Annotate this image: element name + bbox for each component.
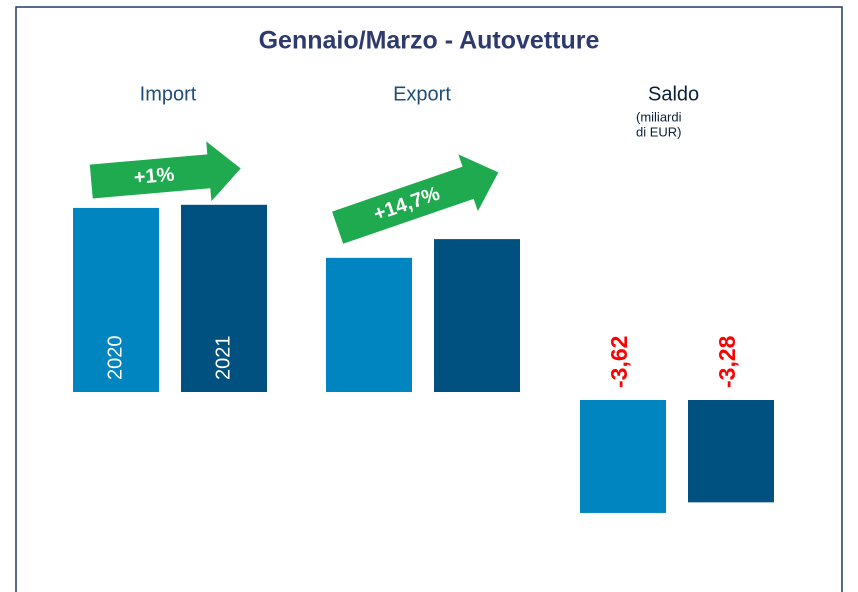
series-label: 2021 <box>212 336 234 381</box>
annotation-text: +1% <box>133 164 176 189</box>
value-label: -3,28 <box>714 335 740 388</box>
value-label: -3,62 <box>606 336 632 388</box>
arrow-shape <box>89 141 241 202</box>
unit-note: di EUR) <box>636 124 682 139</box>
bar <box>688 400 774 503</box>
category-label: Import <box>140 83 197 105</box>
annotation-arrow: +1% <box>89 141 241 202</box>
arrow-shape <box>332 154 499 244</box>
category-label: Saldo <box>648 83 699 105</box>
bar <box>326 257 412 392</box>
bar <box>73 207 159 392</box>
bar <box>434 239 520 392</box>
chart-title: Gennaio/Marzo - Autovetture <box>259 27 600 55</box>
unit-note: (miliardi <box>636 109 682 124</box>
category-label: Export <box>393 83 451 105</box>
series-label: 2020 <box>104 336 126 381</box>
bar <box>181 204 267 392</box>
frame <box>15 6 843 592</box>
bar <box>580 400 666 513</box>
